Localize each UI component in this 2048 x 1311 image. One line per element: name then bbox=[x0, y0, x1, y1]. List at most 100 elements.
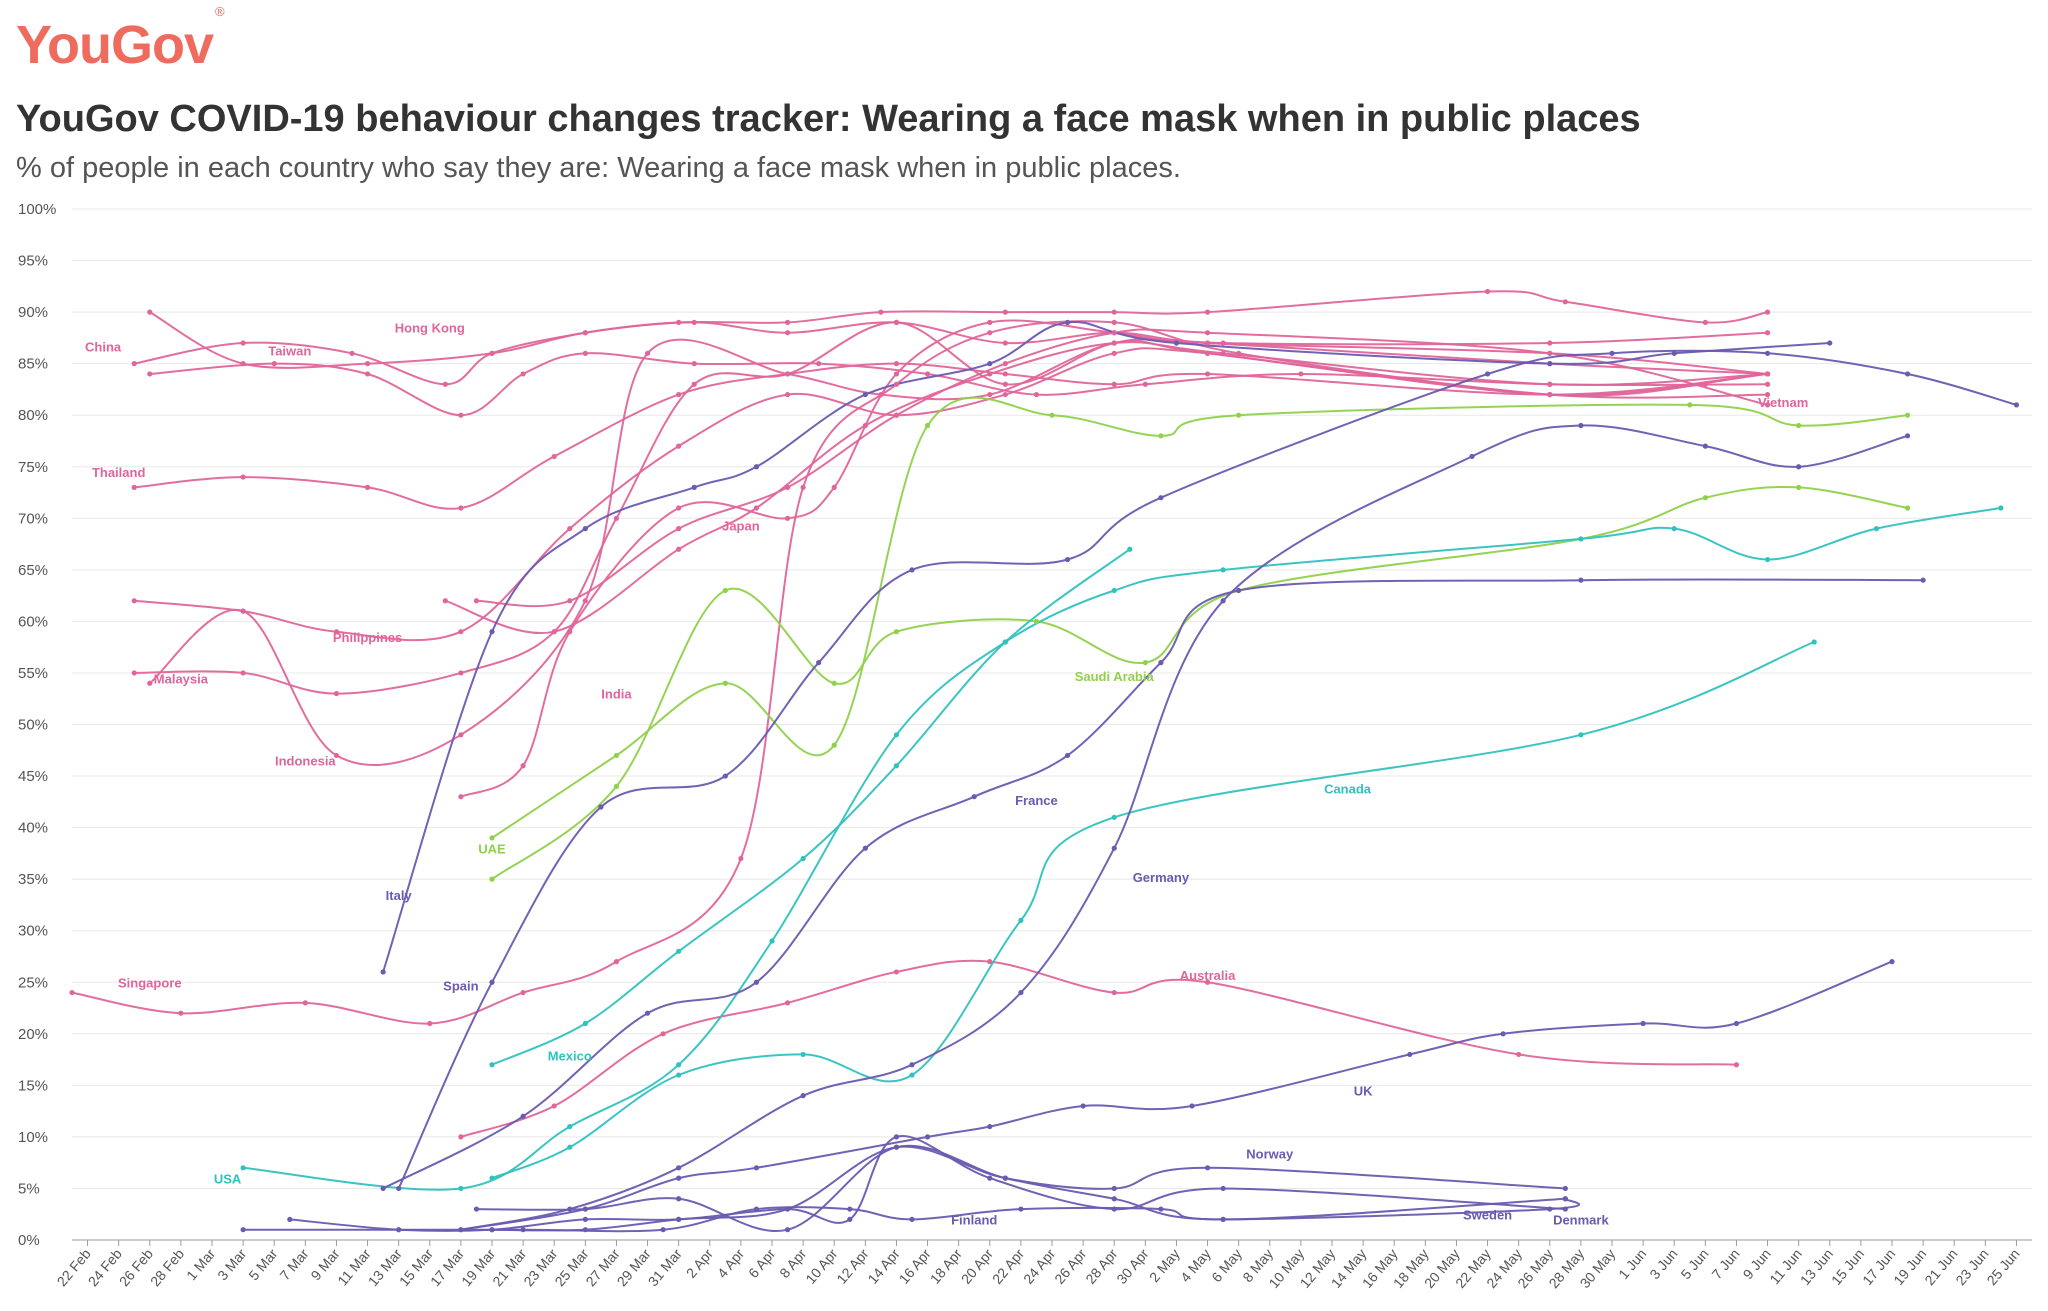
x-tick-label: 4 Apr bbox=[714, 1245, 747, 1281]
data-point-canada bbox=[1578, 732, 1584, 738]
data-point-sweden bbox=[1220, 1185, 1226, 1192]
series-line-saudi-arabia bbox=[491, 485, 1908, 881]
data-point-france bbox=[1158, 660, 1164, 666]
data-point-usa bbox=[1220, 567, 1226, 573]
data-point-mexico bbox=[489, 1062, 495, 1068]
data-point-australia bbox=[660, 1031, 666, 1037]
y-tick-label: 10% bbox=[18, 1129, 48, 1146]
data-point-philippines bbox=[458, 629, 464, 635]
data-point-canada bbox=[1018, 917, 1024, 923]
data-point-vietnam bbox=[473, 598, 480, 604]
data-point-singapore bbox=[1236, 350, 1242, 356]
data-point-china bbox=[1484, 288, 1491, 295]
data-point-hong-kong bbox=[240, 361, 246, 367]
data-point-thailand bbox=[364, 484, 371, 490]
series-label-mexico: Mexico bbox=[548, 1049, 592, 1064]
x-tick-label: 23 Jun bbox=[1952, 1246, 1991, 1288]
series-line-denmark bbox=[476, 1144, 1566, 1232]
data-point-china bbox=[784, 319, 791, 326]
data-point-singapore bbox=[1111, 319, 1117, 326]
data-point-saudi-arabia bbox=[1796, 484, 1802, 490]
data-point-singapore bbox=[520, 989, 526, 996]
data-point-hong-kong bbox=[691, 319, 697, 326]
data-point-sweden bbox=[582, 1216, 588, 1222]
data-point-india bbox=[1111, 340, 1117, 346]
data-point-china bbox=[240, 340, 246, 346]
x-tick-label: 5 Jun bbox=[1677, 1246, 1711, 1283]
y-axis: 0% 5% 10% 15% 20% 25% 30% 35% 40% 45% 50% 55% 60% 65%… bbox=[18, 201, 56, 1249]
data-point-italy bbox=[987, 361, 993, 367]
data-point-thailand bbox=[131, 484, 137, 490]
data-point-germany bbox=[1469, 453, 1475, 460]
series-line-italy bbox=[382, 320, 1830, 973]
data-point-denmark bbox=[1002, 1175, 1008, 1181]
data-point-hong-kong bbox=[364, 361, 371, 367]
data-point-japan bbox=[784, 515, 791, 521]
data-point-sweden bbox=[893, 1134, 900, 1140]
data-point-india bbox=[442, 598, 448, 604]
data-point-usa bbox=[1873, 526, 1880, 532]
data-point-singapore bbox=[893, 381, 900, 387]
data-point-sweden bbox=[676, 1216, 682, 1222]
data-point-uk bbox=[1733, 1020, 1740, 1027]
data-point-singapore bbox=[800, 484, 806, 490]
data-point-vietnam bbox=[567, 598, 573, 604]
data-point-france bbox=[1064, 752, 1071, 759]
data-point-norway bbox=[582, 1227, 588, 1233]
data-point-malaysia bbox=[613, 515, 620, 521]
data-point-taiwan bbox=[691, 361, 697, 367]
series-line-norway bbox=[491, 1145, 1566, 1232]
y-tick-label: 85% bbox=[18, 356, 48, 373]
x-tick-label: 25 Jun bbox=[1983, 1246, 2022, 1288]
series-label-sweden: Sweden bbox=[1463, 1207, 1512, 1222]
data-point-italy bbox=[489, 629, 495, 635]
data-point-taiwan bbox=[147, 371, 153, 377]
data-point-philippines bbox=[1002, 391, 1008, 398]
chart-subtitle: % of people in each country who say they… bbox=[16, 152, 1181, 184]
series-label-vietnam: Vietnam bbox=[1758, 395, 1808, 410]
series-line-germany bbox=[460, 424, 1908, 1231]
data-point-italy bbox=[862, 391, 868, 398]
series-label-thailand: Thailand bbox=[92, 465, 146, 480]
x-tick-label: 1 Mar bbox=[183, 1245, 218, 1283]
data-point-uae bbox=[489, 835, 495, 841]
data-point-italy bbox=[691, 484, 697, 490]
series-line-usa bbox=[243, 507, 2002, 1191]
data-point-finland bbox=[520, 1227, 526, 1233]
data-point-singapore bbox=[987, 330, 993, 336]
data-point-france bbox=[1578, 577, 1584, 583]
data-point-saudi-arabia bbox=[489, 876, 495, 882]
data-point-uae bbox=[924, 422, 931, 429]
series-line-china bbox=[134, 290, 1768, 386]
data-point-germany bbox=[1111, 845, 1117, 851]
series-lines bbox=[71, 290, 2017, 1233]
data-point-japan bbox=[987, 319, 993, 326]
data-point-norway bbox=[1111, 1185, 1117, 1192]
data-point-singapore bbox=[1702, 381, 1708, 387]
series-line-uk bbox=[460, 960, 1893, 1231]
data-point-malaysia bbox=[893, 319, 900, 326]
x-tick-label: 19 Jun bbox=[1890, 1246, 1929, 1288]
x-tick-label: 12 Apr bbox=[833, 1245, 871, 1287]
data-point-thailand bbox=[240, 474, 246, 480]
yougov-logo[interactable]: YouGov® bbox=[16, 4, 225, 76]
data-point-malaysia bbox=[131, 670, 137, 676]
data-point-usa bbox=[240, 1165, 246, 1171]
data-point-hong-kong bbox=[1002, 340, 1008, 346]
data-point-sweden bbox=[1562, 1206, 1568, 1212]
data-point-india bbox=[862, 422, 868, 429]
data-point-uk bbox=[458, 1227, 464, 1233]
data-point-uae bbox=[1049, 412, 1055, 418]
logo-text: YouGov bbox=[16, 15, 214, 75]
data-point-uk bbox=[1189, 1103, 1195, 1109]
x-tick-label: 7 Mar bbox=[276, 1245, 311, 1283]
data-point-malaysia bbox=[240, 670, 246, 676]
data-point-china bbox=[1204, 309, 1211, 315]
data-point-uk bbox=[987, 1123, 993, 1130]
data-point-mexico bbox=[800, 855, 806, 862]
data-point-italy bbox=[1547, 361, 1553, 367]
y-tick-label: 50% bbox=[18, 717, 48, 734]
y-tick-label: 80% bbox=[18, 407, 48, 424]
series-label-china: China bbox=[85, 339, 122, 354]
